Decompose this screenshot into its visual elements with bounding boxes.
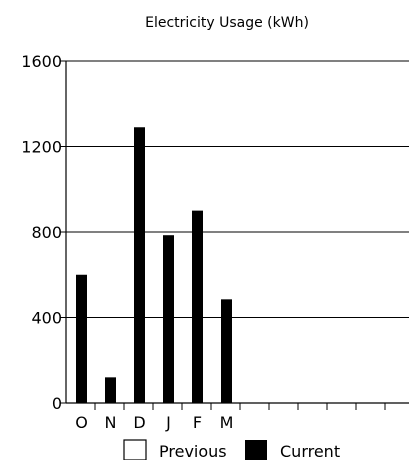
x-tick-label-M: M xyxy=(220,413,234,432)
bar-current-M xyxy=(221,299,232,403)
gridlines xyxy=(66,60,409,318)
bar-current-J xyxy=(163,235,174,403)
legend-swatch-current xyxy=(245,440,267,460)
x-tick-label-J: J xyxy=(165,413,171,432)
bar-current-D xyxy=(134,127,145,403)
legend: Previous Current xyxy=(123,439,340,460)
bar-current-F xyxy=(192,210,203,403)
chart-title: Electricity Usage (kWh) xyxy=(145,15,309,31)
bar-current-O xyxy=(76,274,87,403)
legend-swatch-previous xyxy=(123,439,147,460)
x-tick-label-F: F xyxy=(193,413,202,432)
y-tick-label: 400 xyxy=(31,309,62,328)
legend-label-previous: Previous xyxy=(159,442,227,460)
x-tick-label-N: N xyxy=(105,413,117,432)
y-tick-label: 0 xyxy=(52,394,62,413)
legend-label-current: Current xyxy=(280,442,340,460)
y-tick-label: 1600 xyxy=(21,52,62,71)
y-tick-label: 1200 xyxy=(21,138,62,157)
x-tick-label-D: D xyxy=(133,413,145,432)
x-tick-label-O: O xyxy=(75,413,88,432)
bar-current-N xyxy=(105,377,116,403)
bars xyxy=(76,127,232,403)
y-tick-label: 800 xyxy=(31,223,62,242)
y-tick-labels: 0 400 800 1200 1600 xyxy=(21,52,66,413)
